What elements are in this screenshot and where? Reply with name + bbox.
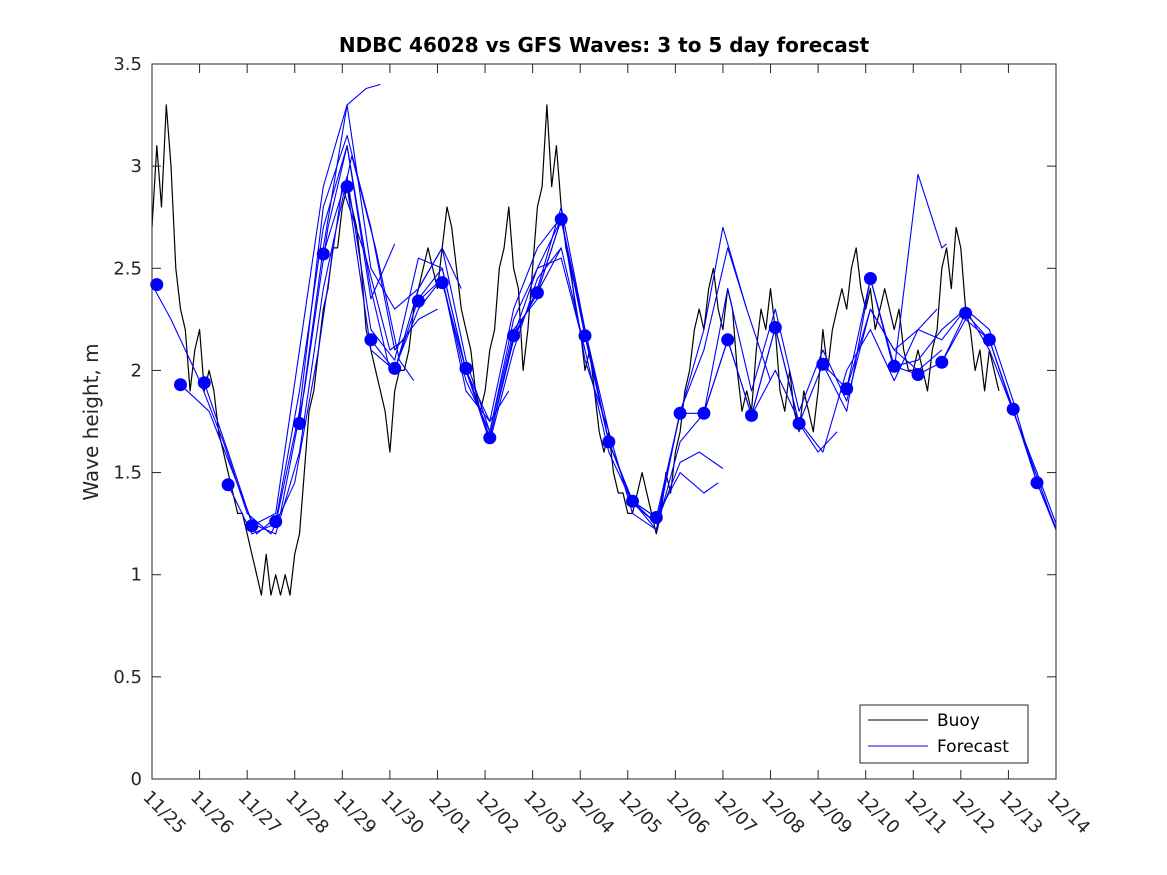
forecast-marker-13 [435, 276, 449, 290]
forecast-marker-18 [554, 212, 568, 226]
forecast-marker-27 [768, 321, 782, 334]
forecast-marker-8 [316, 247, 330, 261]
plot-frame [151, 63, 1057, 780]
marker-layer [150, 180, 1044, 533]
forecast-marker-12 [411, 294, 425, 308]
forecast-marker-35 [959, 306, 973, 320]
forecast-marker-5 [245, 519, 259, 533]
forecast-marker-28 [792, 417, 806, 430]
y-tick-label: 0 [131, 769, 142, 790]
y-tick-label: 3 [131, 156, 142, 177]
forecast-marker-33 [911, 368, 925, 381]
forecast-line-8 [322, 175, 510, 423]
forecast-marker-21 [626, 494, 639, 508]
legend: Buoy Forecast [859, 704, 1029, 764]
forecast-marker-14 [459, 361, 473, 375]
forecast-line-16 [513, 218, 748, 531]
forecast-line-12 [418, 216, 610, 432]
forecast-marker-10 [364, 333, 378, 347]
forecast-marker-20 [602, 435, 616, 449]
forecast-marker-26 [745, 408, 758, 422]
forecast-marker-7 [293, 417, 306, 430]
y-tick-label: 2.5 [113, 258, 142, 279]
forecast-marker-32 [887, 359, 901, 373]
forecast-marker-16 [507, 329, 521, 343]
forecast-marker-6 [269, 515, 283, 529]
forecast-line-24 [894, 308, 1057, 528]
forecast-marker-38 [1030, 476, 1044, 490]
y-axis-label: Wave height, m [79, 343, 103, 500]
forecast-marker-17 [530, 286, 544, 300]
forecast-marker-29 [816, 357, 830, 371]
forecast-marker-2 [174, 378, 187, 392]
forecast-line-15 [489, 247, 724, 525]
y-tick-label: 2 [131, 360, 142, 381]
y-tick-label: 1 [131, 565, 142, 586]
forecast-marker-9 [340, 180, 354, 194]
forecast-marker-37 [1006, 402, 1020, 416]
forecast-marker-22 [649, 511, 663, 524]
legend-box [859, 704, 1029, 764]
forecast-line-9 [346, 186, 538, 433]
forecast-marker-1 [150, 278, 164, 292]
legend-label-buoy: Buoy [937, 711, 980, 731]
forecast-line-7 [298, 83, 381, 424]
chart-title: NDBC 46028 vs GFS Waves: 3 to 5 day fore… [339, 33, 870, 57]
forecast-marker-25 [721, 333, 735, 347]
y-tick-label: 0.5 [113, 667, 142, 688]
forecast-line-20 [703, 288, 943, 414]
forecast-marker-15 [483, 431, 497, 445]
forecast-marker-19 [578, 329, 592, 343]
forecast-marker-3 [197, 376, 211, 390]
forecast-marker-31 [863, 272, 877, 285]
y-tick-label: 1.5 [113, 463, 142, 484]
forecast-line-3 [203, 155, 415, 535]
forecast-line-6 [275, 145, 396, 522]
forecast-line-2 [180, 145, 391, 535]
forecast-marker-30 [840, 382, 854, 396]
forecast-marker-23 [673, 406, 687, 420]
y-tick-label: 3.5 [113, 54, 142, 75]
forecast-marker-34 [935, 355, 949, 369]
forecast-marker-36 [982, 333, 996, 347]
forecast-marker-4 [221, 478, 235, 492]
forecast-line-21 [751, 308, 938, 453]
forecast-marker-24 [697, 406, 711, 420]
forecast-marker-11 [388, 361, 402, 375]
legend-label-forecast: Forecast [937, 737, 1009, 757]
